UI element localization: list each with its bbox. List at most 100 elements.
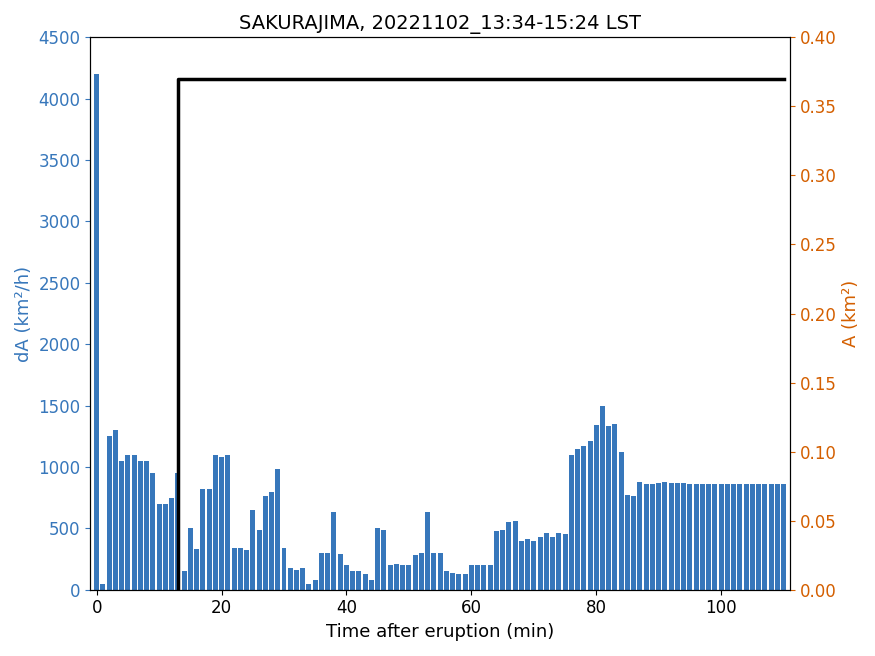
Bar xyxy=(213,455,218,590)
Bar xyxy=(438,553,443,590)
Bar xyxy=(232,548,236,590)
Bar xyxy=(519,541,524,590)
Bar xyxy=(525,539,530,590)
Bar xyxy=(444,571,449,590)
X-axis label: Time after eruption (min): Time after eruption (min) xyxy=(326,623,554,641)
Bar xyxy=(362,574,368,590)
Bar xyxy=(256,529,262,590)
Bar xyxy=(425,512,430,590)
Bar xyxy=(338,554,343,590)
Bar xyxy=(744,484,749,590)
Bar xyxy=(531,541,536,590)
Bar xyxy=(107,436,112,590)
Bar xyxy=(431,553,437,590)
Bar xyxy=(413,556,417,590)
Bar xyxy=(750,484,755,590)
Bar xyxy=(169,498,174,590)
Bar xyxy=(756,484,761,590)
Bar xyxy=(188,528,192,590)
Bar xyxy=(163,504,168,590)
Bar xyxy=(550,537,555,590)
Bar xyxy=(619,452,624,590)
Bar xyxy=(575,449,580,590)
Bar xyxy=(556,533,561,590)
Bar xyxy=(781,484,786,590)
Bar xyxy=(543,533,549,590)
Bar xyxy=(612,424,618,590)
Bar xyxy=(625,495,630,590)
Bar xyxy=(382,529,387,590)
Bar xyxy=(150,473,156,590)
Bar xyxy=(125,455,130,590)
Bar xyxy=(507,522,511,590)
Bar xyxy=(194,549,200,590)
Bar xyxy=(419,553,424,590)
Bar xyxy=(200,489,206,590)
Bar xyxy=(113,430,118,590)
Bar xyxy=(493,531,499,590)
Bar xyxy=(175,473,180,590)
Bar xyxy=(688,484,692,590)
Bar xyxy=(487,565,493,590)
Bar xyxy=(312,580,318,590)
Bar xyxy=(375,528,380,590)
Bar xyxy=(406,565,411,590)
Bar xyxy=(569,455,574,590)
Bar xyxy=(656,483,662,590)
Bar xyxy=(513,521,518,590)
Bar xyxy=(344,565,349,590)
Bar xyxy=(668,483,674,590)
Bar xyxy=(225,455,230,590)
Bar xyxy=(131,455,136,590)
Bar xyxy=(350,571,355,590)
Bar xyxy=(332,512,337,590)
Bar xyxy=(282,548,286,590)
Bar xyxy=(457,574,461,590)
Bar xyxy=(732,484,736,590)
Bar xyxy=(712,484,718,590)
Bar xyxy=(463,574,467,590)
Bar xyxy=(238,548,242,590)
Bar xyxy=(724,484,730,590)
Bar xyxy=(587,441,592,590)
Bar xyxy=(700,484,705,590)
Bar xyxy=(681,483,686,590)
Bar xyxy=(300,568,305,590)
Y-axis label: dA (km²/h): dA (km²/h) xyxy=(15,266,33,361)
Bar xyxy=(475,565,480,590)
Bar xyxy=(306,584,312,590)
Bar xyxy=(276,470,280,590)
Bar xyxy=(288,567,293,590)
Bar xyxy=(537,537,542,590)
Bar xyxy=(388,565,393,590)
Bar xyxy=(94,74,99,590)
Bar xyxy=(244,550,249,590)
Y-axis label: A (km²): A (km²) xyxy=(842,280,860,347)
Title: SAKURAJIMA, 20221102_13:34-15:24 LST: SAKURAJIMA, 20221102_13:34-15:24 LST xyxy=(239,15,641,34)
Bar xyxy=(326,553,330,590)
Bar xyxy=(182,571,186,590)
Bar xyxy=(631,497,636,590)
Bar xyxy=(738,484,742,590)
Bar xyxy=(319,553,324,590)
Bar xyxy=(594,425,598,590)
Bar xyxy=(101,584,105,590)
Bar xyxy=(662,482,668,590)
Bar xyxy=(206,489,212,590)
Bar xyxy=(119,461,124,590)
Bar xyxy=(606,426,612,590)
Bar xyxy=(481,565,487,590)
Bar xyxy=(394,564,399,590)
Bar xyxy=(768,484,774,590)
Bar xyxy=(500,529,505,590)
Bar xyxy=(269,491,274,590)
Bar xyxy=(775,484,780,590)
Bar xyxy=(400,565,405,590)
Bar xyxy=(694,484,698,590)
Bar xyxy=(718,484,724,590)
Bar xyxy=(469,565,474,590)
Bar xyxy=(675,483,680,590)
Bar xyxy=(581,446,586,590)
Bar xyxy=(157,504,162,590)
Bar xyxy=(144,461,149,590)
